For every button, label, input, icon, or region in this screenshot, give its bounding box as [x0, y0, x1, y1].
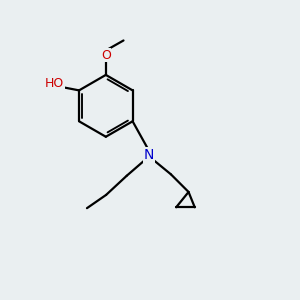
Text: N: N [144, 148, 154, 162]
Text: O: O [101, 49, 111, 62]
Text: HO: HO [45, 77, 64, 90]
